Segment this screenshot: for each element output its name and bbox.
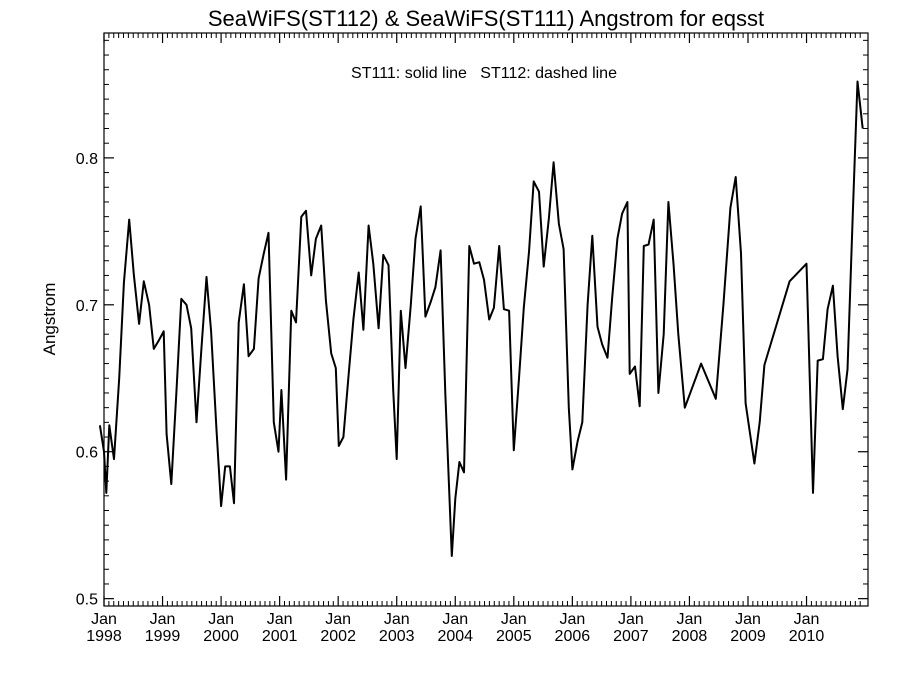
x-axis-ticks: Jan1998Jan1999Jan2000Jan2001Jan2002Jan20… xyxy=(86,33,861,645)
x-tick-year-label: 2008 xyxy=(672,628,708,645)
x-tick-year-label: 2004 xyxy=(437,628,473,645)
x-tick-year-label: 2001 xyxy=(262,628,298,645)
x-tick-month-label: Jan xyxy=(618,611,644,628)
series-layer xyxy=(98,80,864,557)
x-tick-month-label: Jan xyxy=(559,611,585,628)
y-axis-label: Angstrom xyxy=(40,283,59,356)
x-tick-year-label: 1999 xyxy=(145,628,181,645)
x-tick-year-label: 2010 xyxy=(789,628,825,645)
x-tick-year-label: 1998 xyxy=(86,628,122,645)
y-tick-label: 0.5 xyxy=(76,592,98,609)
chart-title: SeaWiFS(ST112) & SeaWiFS(ST111) Angstrom… xyxy=(208,6,764,31)
x-tick-year-label: 2009 xyxy=(730,628,766,645)
x-tick-month-label: Jan xyxy=(325,611,351,628)
y-axis-ticks: 0.5 0.6 0.7 0.8 xyxy=(76,39,868,609)
y-tick-label: 0.8 xyxy=(76,151,98,168)
y-tick-label: 0.7 xyxy=(76,298,98,315)
x-tick-month-label: Jan xyxy=(91,611,117,628)
y-tick-label: 0.6 xyxy=(76,445,98,462)
x-tick-year-label: 2002 xyxy=(320,628,356,645)
x-tick-year-label: 2000 xyxy=(203,628,239,645)
x-tick-month-label: Jan xyxy=(384,611,410,628)
x-tick-month-label: Jan xyxy=(267,611,293,628)
x-tick-month-label: Jan xyxy=(150,611,176,628)
x-tick-month-label: Jan xyxy=(735,611,761,628)
x-tick-month-label: Jan xyxy=(501,611,527,628)
x-tick-year-label: 2003 xyxy=(379,628,415,645)
chart-annotation: ST111: solid line ST112: dashed line xyxy=(351,65,617,82)
x-tick-year-label: 2005 xyxy=(496,628,532,645)
x-tick-month-label: Jan xyxy=(677,611,703,628)
x-tick-year-label: 2007 xyxy=(613,628,649,645)
x-tick-month-label: Jan xyxy=(208,611,234,628)
plot-frame xyxy=(103,32,869,607)
x-tick-month-label: Jan xyxy=(794,611,820,628)
x-tick-month-label: Jan xyxy=(442,611,468,628)
series-line-st111 xyxy=(98,80,864,557)
x-tick-year-label: 2006 xyxy=(555,628,591,645)
